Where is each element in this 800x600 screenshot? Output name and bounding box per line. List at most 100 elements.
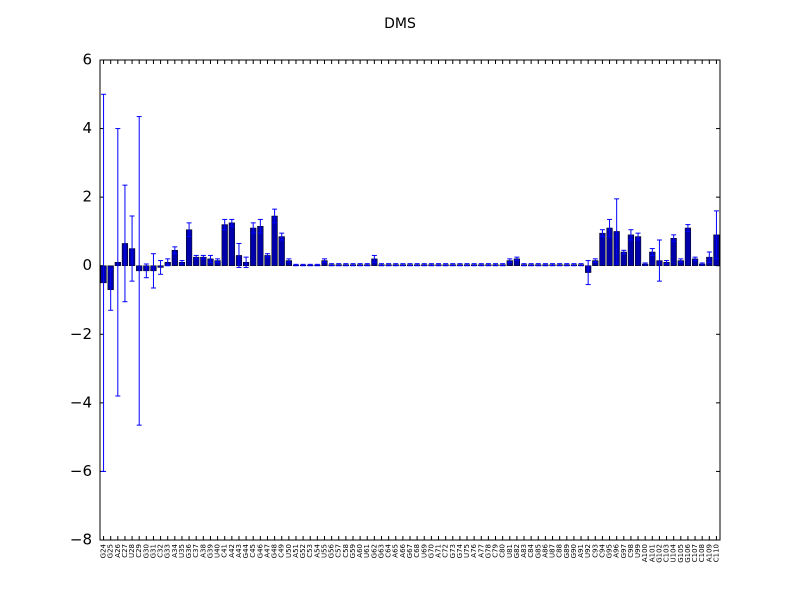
bar	[684, 227, 692, 266]
x-tick-label: G39	[206, 544, 214, 558]
x-tick-label: C108	[698, 544, 706, 562]
y-tick-label: 0	[82, 256, 92, 274]
x-tick-label: C64	[385, 543, 393, 557]
x-tick-label: G56	[328, 543, 336, 558]
x-tick-label: G106	[684, 543, 692, 562]
x-tick-label: A42	[228, 544, 236, 558]
x-tick-label: G105	[677, 544, 685, 563]
x-tick-label: A83	[520, 544, 528, 558]
x-tick-label: U35	[178, 544, 186, 558]
x-tick-label: C49	[278, 544, 286, 558]
x-tick-label: G48	[271, 544, 279, 558]
x-tick-label: G97	[620, 544, 628, 558]
x-tick-label: U92	[584, 544, 592, 558]
y-tick-label: 4	[82, 119, 92, 137]
x-tick-label: A65	[392, 544, 400, 558]
x-tick-label: G90	[570, 544, 578, 558]
x-tick-label: G63	[377, 544, 385, 558]
x-tick-label: U104	[670, 543, 678, 562]
x-tick-label: A77	[477, 544, 485, 558]
y-tick-label: −8	[70, 531, 92, 549]
x-tick-label: G52	[299, 544, 307, 558]
x-tick-label: A100	[641, 544, 649, 562]
x-tick-label: G25	[107, 544, 115, 558]
x-tick-label: C79	[492, 544, 500, 558]
bar	[271, 215, 278, 266]
x-tick-label: G85	[534, 544, 542, 558]
x-tick-label: G24	[100, 543, 108, 558]
bar	[278, 236, 285, 266]
x-tick-label: U55	[320, 544, 328, 558]
x-tick-label: A76	[470, 543, 478, 557]
x-tick-label: U40	[214, 544, 222, 558]
bar	[599, 232, 606, 266]
x-tick-label: C93	[591, 544, 599, 558]
x-tick-label: G89	[563, 544, 571, 558]
x-tick-label: U69	[420, 544, 428, 558]
x-tick-label: A26	[114, 543, 122, 557]
x-tick-label: C37	[192, 544, 200, 558]
x-tick-label: A60	[356, 544, 364, 558]
x-tick-label: G31	[149, 544, 157, 558]
x-tick-label: U61	[363, 544, 371, 558]
x-tick-label: A51	[292, 544, 300, 558]
x-tick-label: C53	[306, 544, 314, 558]
y-tick-label: 6	[82, 51, 92, 69]
x-tick-label: G102	[655, 544, 663, 563]
x-tick-label: A38	[199, 544, 207, 558]
y-tick-label: 2	[82, 188, 92, 206]
x-tick-label: G30	[142, 544, 150, 558]
x-tick-label: C88	[556, 544, 564, 558]
x-tick-label: G95	[606, 544, 614, 558]
x-tick-label: G36	[185, 543, 193, 558]
bar	[228, 222, 235, 266]
x-tick-label: C72	[442, 544, 450, 558]
x-tick-label: G78	[484, 544, 492, 558]
x-tick-label: G44	[242, 543, 250, 558]
x-tick-label: A34	[171, 543, 179, 557]
x-tick-label: C29	[135, 544, 143, 558]
x-tick-label: G62	[370, 544, 378, 558]
x-tick-label: G74	[456, 543, 464, 558]
x-tick-label: A96	[613, 543, 621, 557]
x-tick-label: C57	[335, 544, 343, 558]
x-tick-label: C58	[342, 544, 350, 558]
x-tick-label: A66	[399, 543, 407, 557]
x-tick-label: C41	[221, 544, 229, 558]
x-tick-label: G59	[349, 544, 357, 558]
x-tick-label: C98	[627, 544, 635, 558]
x-tick-label: C94	[598, 543, 606, 557]
x-tick-label: C110	[712, 544, 720, 562]
x-tick-label: A101	[648, 544, 656, 562]
x-tick-label: C68	[413, 544, 421, 558]
x-tick-label: A86	[541, 543, 549, 557]
x-tick-label: A91	[577, 544, 585, 558]
x-tick-label: U50	[285, 544, 293, 558]
x-tick-label: A109	[705, 544, 713, 562]
x-tick-label: G73	[449, 544, 457, 558]
x-tick-label: C107	[691, 544, 699, 562]
x-tick-label: G46	[256, 543, 264, 558]
x-tick-label: U81	[506, 544, 514, 558]
x-tick-label: G67	[406, 544, 414, 558]
x-tick-label: A47	[263, 544, 271, 558]
x-tick-label: C32	[157, 544, 165, 558]
x-tick-label: C27	[121, 544, 129, 558]
x-tick-label: G82	[513, 544, 521, 558]
plot-frame	[99, 59, 721, 541]
x-tick-label: C103	[663, 544, 671, 562]
x-tick-label: C45	[249, 544, 257, 558]
x-tick-label: G33	[164, 544, 172, 558]
x-tick-label: U75	[463, 544, 471, 558]
bar	[250, 227, 257, 266]
x-tick-label: U28	[128, 544, 136, 558]
x-tick-label: U99	[634, 544, 642, 558]
y-tick-label: −4	[70, 393, 92, 411]
x-tick-label: G70	[427, 544, 435, 558]
chart-title: DMS	[384, 16, 416, 32]
x-tick-label: C84	[527, 543, 535, 557]
y-tick-label: −6	[70, 462, 92, 480]
x-tick-label: C80	[499, 544, 507, 558]
x-tick-label: A54	[313, 543, 321, 557]
